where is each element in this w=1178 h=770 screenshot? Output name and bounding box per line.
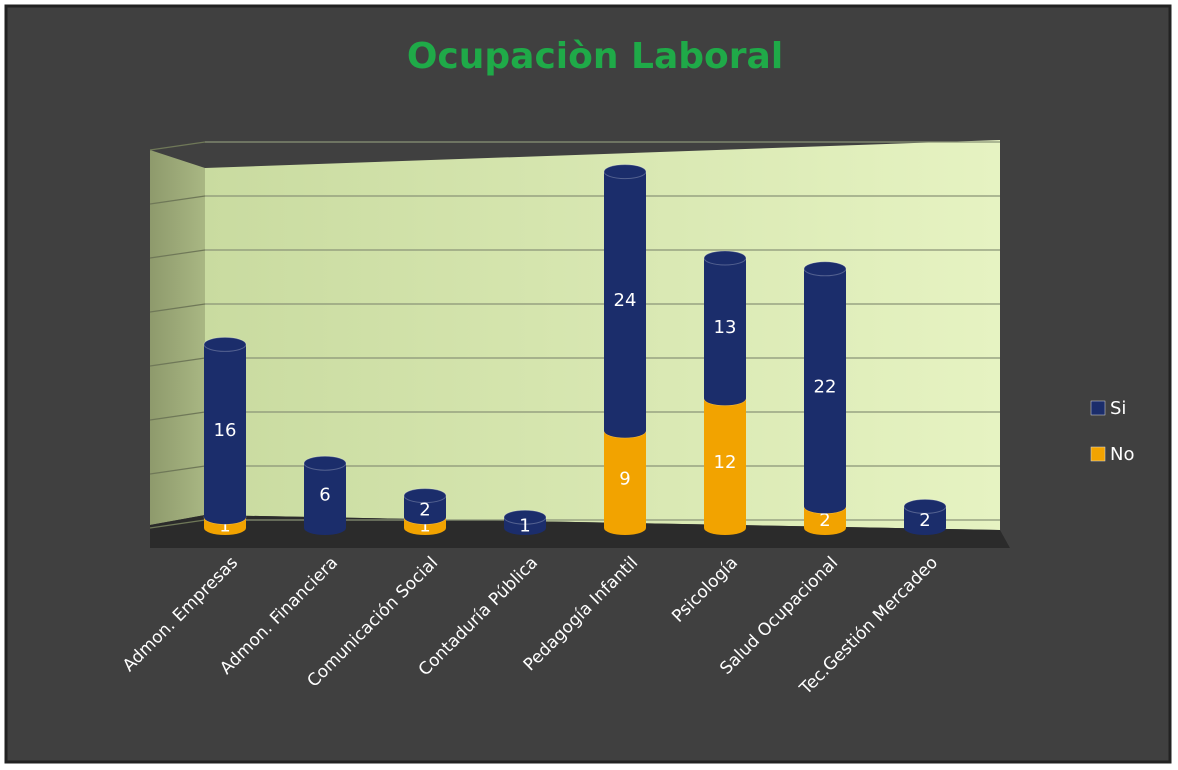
side-grid-line (149, 249, 206, 259)
side-grid-line (149, 411, 206, 421)
cylinder-top (503, 509, 547, 525)
side-grid-line (149, 195, 206, 205)
cylinder-top (703, 250, 747, 266)
side-grid-line (149, 519, 206, 529)
cylinder-segment (604, 430, 646, 535)
floor (150, 515, 1010, 548)
side-wall (150, 150, 205, 525)
cylinder-top (203, 336, 247, 352)
cylinder-top (303, 455, 347, 471)
cylinder-top (603, 164, 647, 180)
value-label: 1 (219, 516, 230, 537)
value-label: 16 (214, 420, 237, 441)
cylinder-segment (704, 258, 746, 406)
cylinder-segment (204, 344, 246, 525)
value-label: 2 (419, 499, 430, 520)
cylinder-segment (804, 506, 846, 535)
value-label: 9 (619, 468, 630, 489)
back-wall (205, 140, 1000, 530)
side-grid-line (149, 465, 206, 475)
side-grid-line (149, 357, 206, 367)
value-label: 2 (919, 510, 930, 531)
cylinder-segment (404, 495, 446, 525)
cylinder-top (803, 261, 847, 277)
legend-swatch (1090, 446, 1106, 462)
cylinder-segment (804, 268, 846, 514)
cylinder-segment (604, 171, 646, 438)
cylinder-top (403, 488, 447, 504)
legend-swatch (1090, 400, 1106, 416)
value-label: 1 (419, 516, 430, 537)
side-grid-line (149, 141, 206, 151)
value-label: 22 (814, 377, 837, 398)
value-label: 13 (714, 317, 737, 338)
side-grid-line (149, 303, 206, 313)
value-label: 12 (714, 452, 737, 473)
cylinder-segment (704, 398, 746, 535)
value-label: 1 (519, 516, 530, 537)
cylinder-segment (304, 463, 346, 535)
cylinder-segment (904, 506, 946, 535)
cylinder-top (903, 498, 947, 514)
legend-label: Si (1110, 398, 1126, 419)
chart-title: Ocupaciòn Laboral (407, 36, 783, 77)
legend-label: No (1110, 444, 1134, 465)
value-label: 24 (614, 290, 637, 311)
value-label: 6 (319, 485, 330, 506)
value-label: 2 (819, 510, 830, 531)
